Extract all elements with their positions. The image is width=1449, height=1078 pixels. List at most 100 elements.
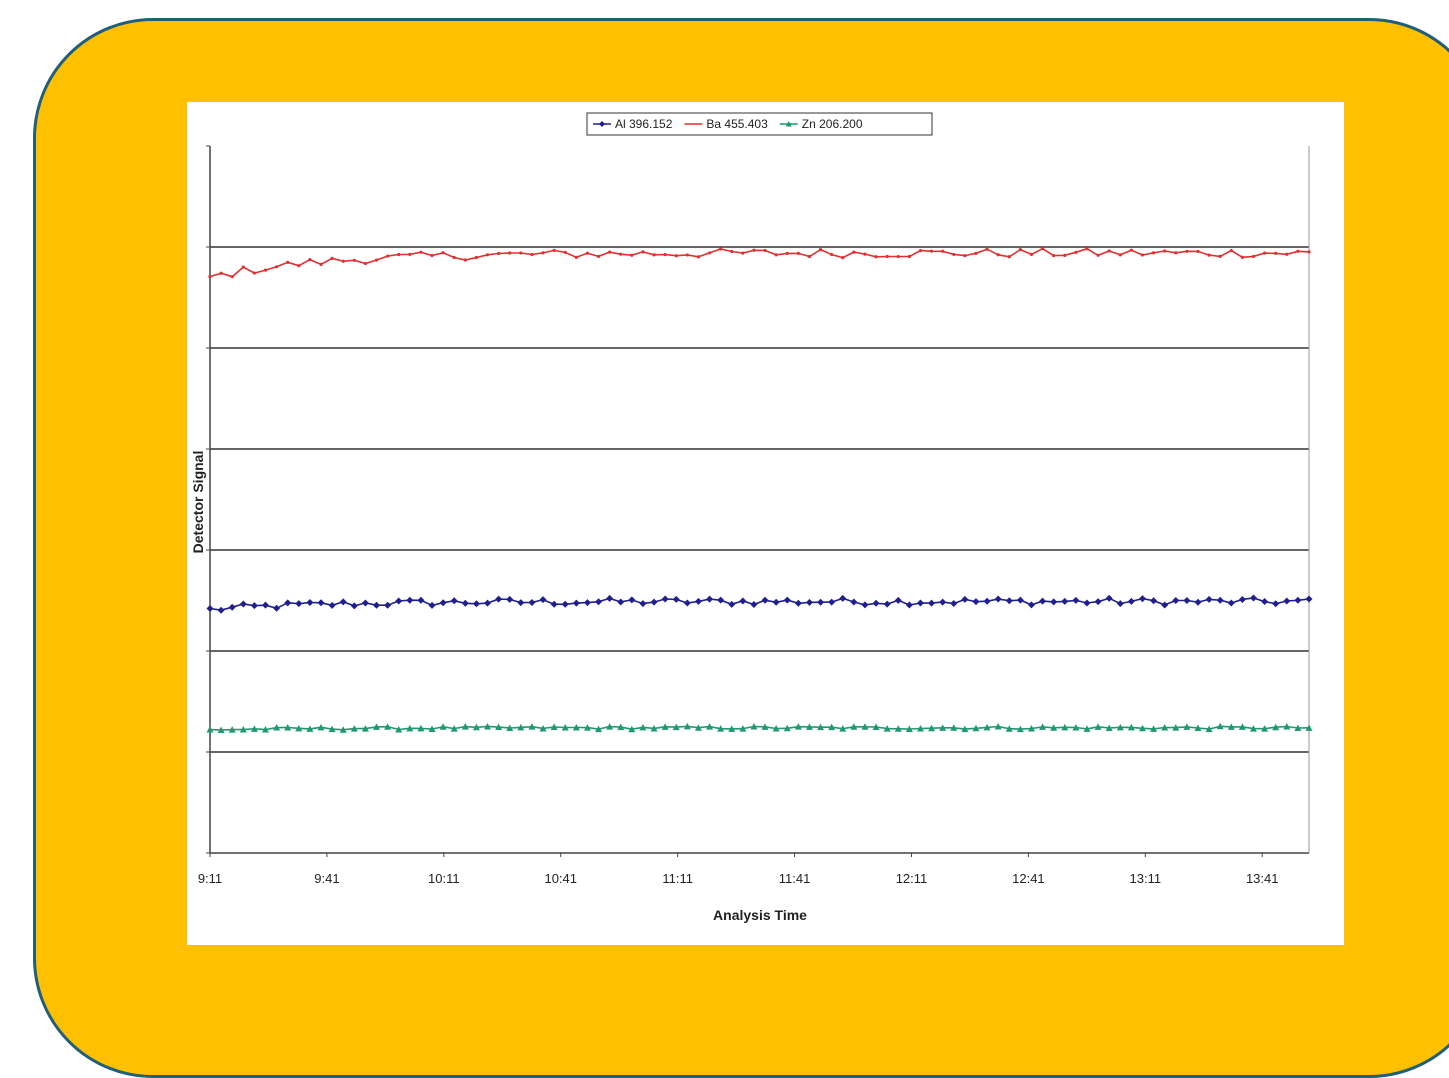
- data-point: [750, 600, 758, 608]
- data-point: [1196, 249, 1200, 253]
- data-point: [1172, 724, 1180, 731]
- data-point: [1107, 249, 1111, 253]
- data-point: [241, 265, 245, 269]
- data-point: [317, 723, 325, 731]
- data-point: [1039, 723, 1047, 730]
- data-point: [273, 724, 281, 731]
- data-point: [639, 600, 647, 608]
- data-point: [817, 598, 825, 606]
- data-point: [661, 723, 669, 730]
- data-point: [563, 250, 567, 254]
- data-point: [1072, 724, 1080, 731]
- data-point: [883, 600, 891, 608]
- legend-marker: [599, 121, 605, 127]
- data-point: [772, 724, 780, 732]
- data-point: [1294, 596, 1302, 604]
- data-point: [217, 606, 225, 614]
- data-point: [474, 255, 479, 260]
- data-point: [528, 723, 536, 730]
- data-point: [1294, 724, 1302, 732]
- data-point: [1050, 724, 1058, 731]
- data-point: [719, 247, 723, 251]
- data-point: [1283, 722, 1291, 730]
- data-point: [652, 253, 656, 257]
- data-point: [861, 601, 869, 609]
- data-point: [830, 252, 834, 257]
- data-point: [639, 723, 647, 731]
- data-point: [384, 601, 392, 609]
- data-point: [774, 253, 778, 257]
- data-point: [1240, 255, 1244, 259]
- data-point: [208, 275, 212, 279]
- gridlines: [210, 246, 1309, 753]
- data-point: [1061, 597, 1069, 605]
- data-point: [839, 725, 847, 732]
- data-point: [1016, 596, 1024, 604]
- data-point: [683, 722, 691, 730]
- data-point: [1083, 599, 1091, 607]
- data-point: [572, 723, 580, 731]
- data-point: [472, 723, 480, 731]
- data-point: [374, 258, 379, 262]
- data-point: [994, 595, 1002, 603]
- data-point: [1151, 251, 1156, 255]
- data-point: [439, 723, 447, 730]
- series-line: [209, 725, 1310, 731]
- data-point: [794, 599, 802, 607]
- data-point: [706, 723, 714, 730]
- data-point: [1205, 725, 1213, 733]
- data-point: [1307, 250, 1311, 254]
- data-point: [950, 724, 958, 731]
- data-point: [741, 251, 745, 255]
- data-point: [728, 725, 736, 732]
- data-point: [1116, 600, 1124, 608]
- data-point: [706, 595, 714, 603]
- data-point: [828, 723, 836, 731]
- data-point: [408, 252, 412, 256]
- data-point: [728, 600, 736, 608]
- data-point: [852, 250, 856, 254]
- data-point: [1218, 254, 1222, 258]
- data-point: [861, 723, 869, 730]
- data-point: [552, 248, 556, 252]
- data-point: [217, 726, 225, 734]
- data-point: [1094, 598, 1102, 606]
- data-point: [663, 252, 667, 257]
- data-point: [1194, 724, 1202, 731]
- series-zn: [206, 722, 1313, 734]
- data-point: [485, 253, 490, 257]
- data-point: [350, 602, 358, 610]
- data-point: [1238, 723, 1246, 730]
- data-point: [1249, 725, 1257, 732]
- data-point: [952, 252, 956, 257]
- data-point: [696, 255, 701, 259]
- data-point: [883, 725, 891, 732]
- data-point: [972, 598, 980, 606]
- data-point: [1129, 248, 1133, 252]
- data-point: [286, 260, 290, 264]
- data-point: [874, 255, 878, 259]
- data-point: [1296, 249, 1300, 253]
- data-point: [583, 724, 591, 731]
- data-point: [916, 599, 924, 607]
- data-point: [550, 600, 558, 608]
- data-point: [717, 596, 725, 604]
- data-point: [428, 601, 436, 609]
- data-point: [508, 251, 512, 255]
- data-point: [1272, 723, 1280, 731]
- data-point: [717, 725, 725, 732]
- data-point: [1072, 596, 1080, 604]
- data-point: [1185, 249, 1189, 253]
- data-point: [841, 256, 845, 260]
- legend-label: Ba 455.403: [706, 117, 768, 131]
- data-point: [1105, 724, 1113, 731]
- data-point: [928, 599, 936, 607]
- data-point: [295, 600, 303, 608]
- data-point: [961, 595, 969, 603]
- data-point: [707, 251, 712, 255]
- series-ba: [208, 247, 1311, 279]
- data-point: [939, 598, 947, 606]
- x-tick-label: 12:11: [896, 871, 928, 886]
- data-point: [275, 265, 279, 269]
- data-point: [683, 599, 691, 607]
